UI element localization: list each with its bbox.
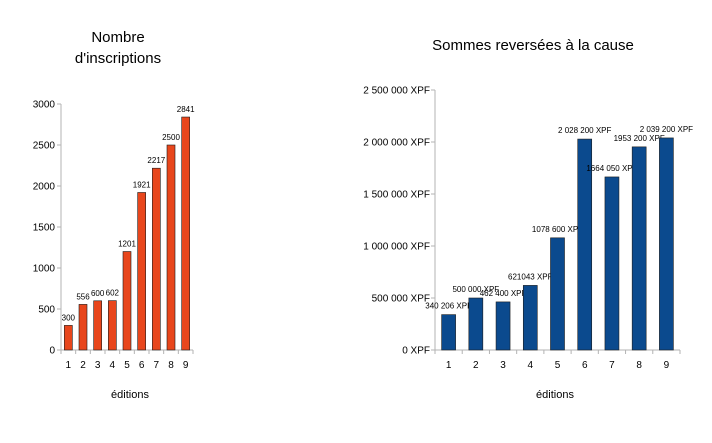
bar <box>495 301 511 351</box>
y-tick-label: 1500 <box>33 223 56 234</box>
y-tick-label: 500 <box>38 305 55 316</box>
bar <box>604 176 620 351</box>
data-label: 1664 050 XPF <box>586 164 637 173</box>
data-label: 2841 <box>177 105 195 114</box>
y-tick-label: 3000 <box>33 100 56 111</box>
x-tick-label: 2 <box>473 360 479 371</box>
bar <box>122 251 132 351</box>
x-tick-label: 3 <box>500 360 506 371</box>
data-label: 602 <box>106 289 120 298</box>
x-tick-label: 4 <box>110 360 116 371</box>
bar <box>137 192 146 351</box>
y-tick-label: 2500 <box>33 141 56 152</box>
x-tick-label: 3 <box>95 360 101 371</box>
data-label: 340 206 XPF <box>425 302 472 311</box>
bar <box>93 300 102 351</box>
x-tick-label: 2 <box>80 360 86 371</box>
bar <box>108 300 117 351</box>
y-tick-label: 1 500 000 XPF <box>363 190 430 201</box>
x-tick-label: 5 <box>555 360 561 371</box>
x-axis-label: éditions <box>111 389 149 401</box>
bar <box>181 116 190 351</box>
data-label: 600 <box>91 289 105 298</box>
x-tick-label: 7 <box>154 360 160 371</box>
bar <box>152 167 161 351</box>
data-label: 300 <box>62 313 76 322</box>
data-label: 462 400 XPF <box>480 289 527 298</box>
data-label: 621043 XPF <box>508 272 553 281</box>
bar <box>64 325 73 351</box>
data-label: 2 028 200 XPF <box>558 126 611 135</box>
chart-inscriptions: Nombre d'inscriptions 0 500 1000 1500 2000 2500… <box>33 29 195 401</box>
x-axis-label: éditions <box>536 389 574 401</box>
data-label: 2500 <box>162 133 180 142</box>
bar <box>522 285 538 351</box>
x-tick-label: 6 <box>139 360 145 371</box>
data-label: 2 039 200 XPF <box>640 125 693 134</box>
data-label: 2217 <box>147 156 165 165</box>
y-tick-label: 1 000 000 XPF <box>363 242 430 253</box>
x-tick-label: 7 <box>609 360 615 371</box>
bar <box>78 304 88 351</box>
data-label: 1078 600 XPF <box>532 225 583 234</box>
y-tick-label: 2000 <box>33 182 56 193</box>
bar <box>577 138 593 351</box>
bar <box>166 144 176 351</box>
x-tick-label: 4 <box>527 360 533 371</box>
x-tick-label: 1 <box>446 360 452 371</box>
x-tick-label: 5 <box>124 360 130 371</box>
y-tick-label: 1000 <box>33 264 56 275</box>
y-tick-label: 2 500 000 XPF <box>363 86 430 97</box>
chart-title-line: d'inscriptions <box>75 50 161 67</box>
y-tick-label: 2 000 000 XPF <box>363 138 430 149</box>
bar <box>550 237 565 351</box>
chart-sommes-reversees: Sommes reversées à la cause 0 XPF 500 000 … <box>363 37 693 401</box>
bar <box>468 297 484 351</box>
bar <box>631 146 647 351</box>
x-tick-label: 8 <box>636 360 642 371</box>
data-label: 1921 <box>133 180 151 189</box>
x-tick-label: 8 <box>168 360 174 371</box>
bar <box>659 137 674 351</box>
data-label: 556 <box>76 292 90 301</box>
data-label: 1201 <box>118 240 136 249</box>
x-tick-label: 1 <box>66 360 72 371</box>
chart-title-line: Sommes reversées à la cause <box>432 37 634 54</box>
x-tick-label: 9 <box>664 360 670 371</box>
chart-title-line: Nombre <box>91 29 144 46</box>
bar <box>441 314 456 351</box>
y-tick-label: 0 XPF <box>402 346 430 357</box>
x-tick-label: 6 <box>582 360 588 371</box>
y-tick-label: 0 <box>49 346 55 357</box>
y-tick-label: 500 000 XPF <box>372 294 430 305</box>
x-tick-label: 9 <box>183 360 189 371</box>
data-label: 1953 200 XPF <box>614 134 665 143</box>
data-label: 500 000 XPF <box>452 285 499 294</box>
